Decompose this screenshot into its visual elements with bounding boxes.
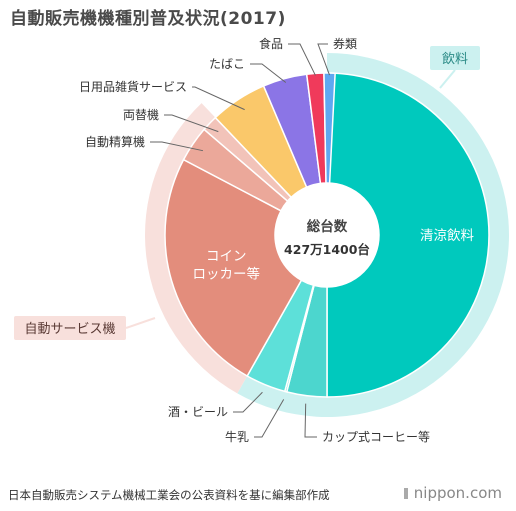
- leader-line-8: [250, 63, 287, 83]
- brand-logo: nippon.com: [403, 484, 502, 502]
- group-ring-service: [144, 103, 248, 394]
- group-label-0: 飲料: [430, 46, 480, 89]
- leader-line-2: [254, 399, 285, 438]
- leader-line-3: [233, 391, 263, 413]
- brand-text: nippon.com: [413, 484, 502, 502]
- group-label-bg: [430, 46, 480, 70]
- slice-label-4-line-0: コイン: [206, 249, 247, 265]
- group-label-1: 自動サービス機: [14, 316, 156, 340]
- group-leader-1: [125, 317, 156, 329]
- leader-line-7: [192, 86, 245, 111]
- slice-label-3: 酒・ビール: [168, 405, 228, 419]
- group-label-text: 自動サービス機: [24, 322, 115, 337]
- slice-label-8: たばこ: [209, 57, 245, 71]
- group-leader-0: [439, 69, 456, 89]
- source-note: 日本自動販売システム機械工業会の公表資料を基に編集部作成: [8, 488, 330, 502]
- leader-line-6: [164, 114, 219, 133]
- brand-dot-icon: [403, 488, 408, 499]
- slice-label-6: 両替機: [123, 107, 159, 122]
- slice-label-7: 日用品雑貨サービス: [79, 79, 187, 94]
- chart-title: 自動販売機機種別普及状況(2017): [10, 9, 286, 29]
- leader-line-1: [304, 403, 317, 438]
- slice-label-1: カップ式コーヒー等: [322, 430, 430, 444]
- group-label-text: 飲料: [442, 51, 468, 67]
- slice-label-9: 食品: [259, 36, 283, 51]
- slice-label-10: 券類: [333, 36, 357, 51]
- slice-label-5: 自動精算機: [85, 134, 145, 149]
- group-label-bg: [14, 316, 126, 340]
- donut-hole: [275, 183, 379, 287]
- slice-label-2: 牛乳: [225, 429, 249, 444]
- slice-label-4-line-1: ロッカー等: [193, 266, 261, 283]
- leader-line-9: [288, 43, 316, 76]
- group-rings: [144, 53, 509, 417]
- center-value: 427万1400台: [284, 242, 370, 257]
- slice-label-0: 清涼飲料: [420, 228, 474, 244]
- pie-slices: [164, 72, 490, 398]
- leader-line-5: [150, 141, 204, 152]
- leader-line-10: [317, 43, 330, 76]
- center-label: 総台数: [307, 218, 348, 235]
